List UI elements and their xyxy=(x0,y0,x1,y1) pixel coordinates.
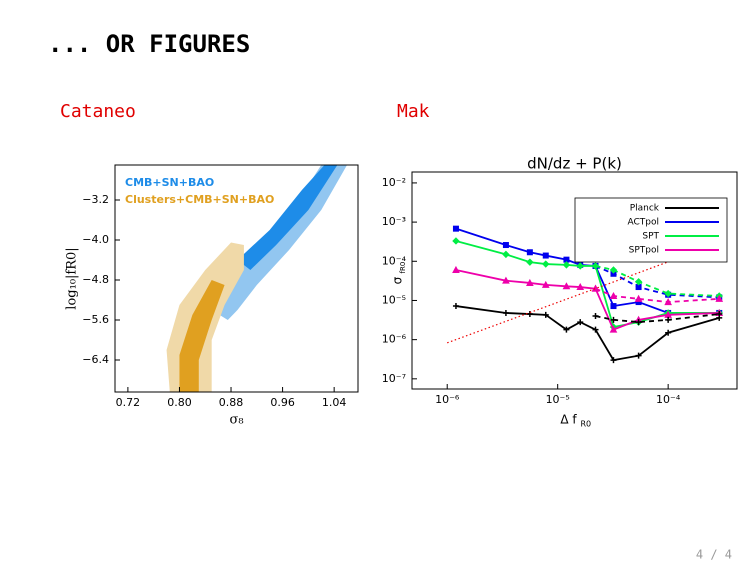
x-tick-label: 0.96 xyxy=(270,396,295,409)
author-label: Mak xyxy=(397,101,430,122)
series-group xyxy=(447,225,724,364)
page-number: 4 / 4 xyxy=(696,548,732,562)
data-point xyxy=(542,260,550,268)
y-tick-label: −4.0 xyxy=(82,233,109,246)
legend-label: Clusters+CMB+SN+BAO xyxy=(125,193,274,206)
data-point xyxy=(526,258,534,266)
legend-label: SPTpol xyxy=(629,246,659,256)
data-point xyxy=(609,325,618,333)
data-point xyxy=(610,357,617,364)
y-tick-label: 10⁻⁷ xyxy=(382,372,406,385)
series-line xyxy=(595,313,720,324)
y-axis-label-sub: fR0 xyxy=(399,262,407,274)
y-tick-label: −4.8 xyxy=(82,273,109,286)
data-point xyxy=(635,352,642,359)
data-point xyxy=(592,313,599,320)
data-point xyxy=(541,280,550,288)
data-point xyxy=(716,311,723,318)
data-point xyxy=(542,252,549,259)
data-point xyxy=(665,316,672,323)
data-point xyxy=(502,250,510,259)
data-point xyxy=(542,311,549,318)
y-tick-label: 10⁻² xyxy=(382,176,406,189)
y-tick-label: 10⁻³ xyxy=(382,215,406,228)
legend-label: Planck xyxy=(630,204,660,214)
x-axis-label: Δ f xyxy=(560,413,577,427)
data-point xyxy=(592,326,599,333)
plot-frame xyxy=(114,164,359,393)
x-tick-label: 0.80 xyxy=(167,396,192,409)
data-point xyxy=(609,266,618,274)
data-point xyxy=(664,298,672,306)
x-axis-label-sub: R0 xyxy=(581,420,592,429)
y-tick-label: −6.4 xyxy=(82,353,109,366)
data-point xyxy=(502,309,509,316)
y-tick-label: 10⁻⁴ xyxy=(382,254,407,267)
legend-label: ACTpol xyxy=(628,218,660,228)
x-tick-label: 10⁻⁴ xyxy=(656,393,681,406)
data-point xyxy=(502,276,510,284)
data-point xyxy=(634,294,643,302)
data-point xyxy=(591,262,600,270)
data-point xyxy=(715,294,724,302)
x-tick-label: 0.72 xyxy=(116,396,141,409)
data-point xyxy=(576,283,585,291)
x-tick-label: 10⁻⁵ xyxy=(546,393,570,406)
x-tick-label: 1.04 xyxy=(322,396,347,409)
confidence-region xyxy=(211,165,348,320)
y-axis-label: log₁₀|fR0| xyxy=(65,247,80,309)
legend-label: SPT xyxy=(642,232,659,242)
data-point xyxy=(452,225,459,232)
y-tick-label: 10⁻⁶ xyxy=(382,333,407,346)
x-tick-label: 10⁻⁶ xyxy=(435,393,460,406)
data-point xyxy=(452,303,459,310)
data-point xyxy=(562,282,571,290)
series-line xyxy=(595,287,720,303)
data-point xyxy=(609,291,618,300)
confidence-region xyxy=(237,165,338,270)
y-tick-label: −3.2 xyxy=(82,193,109,206)
data-point xyxy=(526,249,533,256)
data-point xyxy=(576,262,584,270)
data-point xyxy=(526,278,534,286)
y-tick-label: 10⁻⁵ xyxy=(382,293,406,306)
data-point xyxy=(563,326,570,333)
data-point xyxy=(610,316,617,323)
data-point xyxy=(577,319,584,326)
series-line xyxy=(455,269,720,331)
chart-title: dN/dz + P(k) xyxy=(527,155,622,173)
slide-title: ... OR FIGURES xyxy=(48,30,250,58)
data-point xyxy=(562,261,571,269)
confidence-region xyxy=(179,280,225,392)
legend-label: CMB+SN+BAO xyxy=(125,176,214,189)
data-point xyxy=(452,237,460,245)
data-point xyxy=(610,303,617,310)
data-point xyxy=(452,265,460,273)
contour-group xyxy=(166,165,348,392)
data-point xyxy=(634,278,643,286)
x-tick-label: 0.88 xyxy=(219,396,244,409)
y-tick-label: −5.6 xyxy=(82,313,109,326)
data-point xyxy=(635,319,642,326)
x-axis-label: σ₈ xyxy=(229,413,243,428)
author-label: Cataneo xyxy=(60,101,136,122)
data-point xyxy=(664,289,672,298)
data-point xyxy=(665,329,672,336)
y-axis-label: σ xyxy=(391,276,405,284)
plot-frame xyxy=(411,171,738,390)
data-point xyxy=(502,242,509,249)
